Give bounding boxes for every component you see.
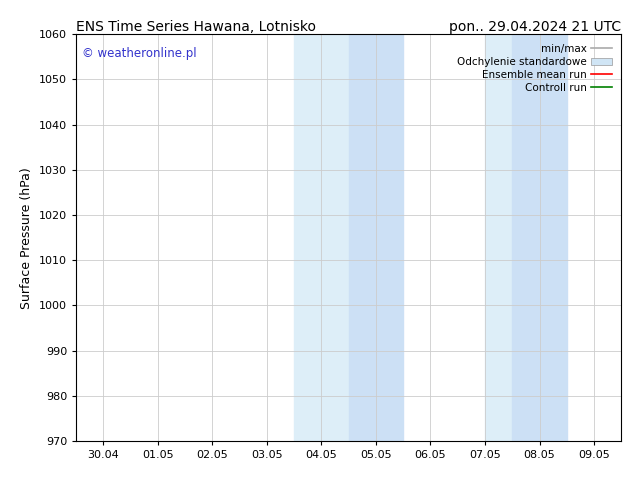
Bar bbox=[512, 34, 567, 441]
Text: ENS Time Series Hawana, Lotnisko: ENS Time Series Hawana, Lotnisko bbox=[76, 20, 316, 34]
Y-axis label: Surface Pressure (hPa): Surface Pressure (hPa) bbox=[20, 167, 34, 309]
Bar bbox=[349, 34, 403, 441]
Text: pon.. 29.04.2024 21 UTC: pon.. 29.04.2024 21 UTC bbox=[450, 20, 621, 34]
Bar bbox=[294, 34, 349, 441]
Bar bbox=[485, 34, 512, 441]
Legend: min/max, Odchylenie standardowe, Ensemble mean run, Controll run: min/max, Odchylenie standardowe, Ensembl… bbox=[453, 40, 616, 97]
Text: © weatheronline.pl: © weatheronline.pl bbox=[82, 47, 196, 59]
Title: ENS Time Series Hawana, Lotnisko      pon.. 29.04.2024 21 UTC: ENS Time Series Hawana, Lotnisko pon.. 2… bbox=[0, 489, 1, 490]
